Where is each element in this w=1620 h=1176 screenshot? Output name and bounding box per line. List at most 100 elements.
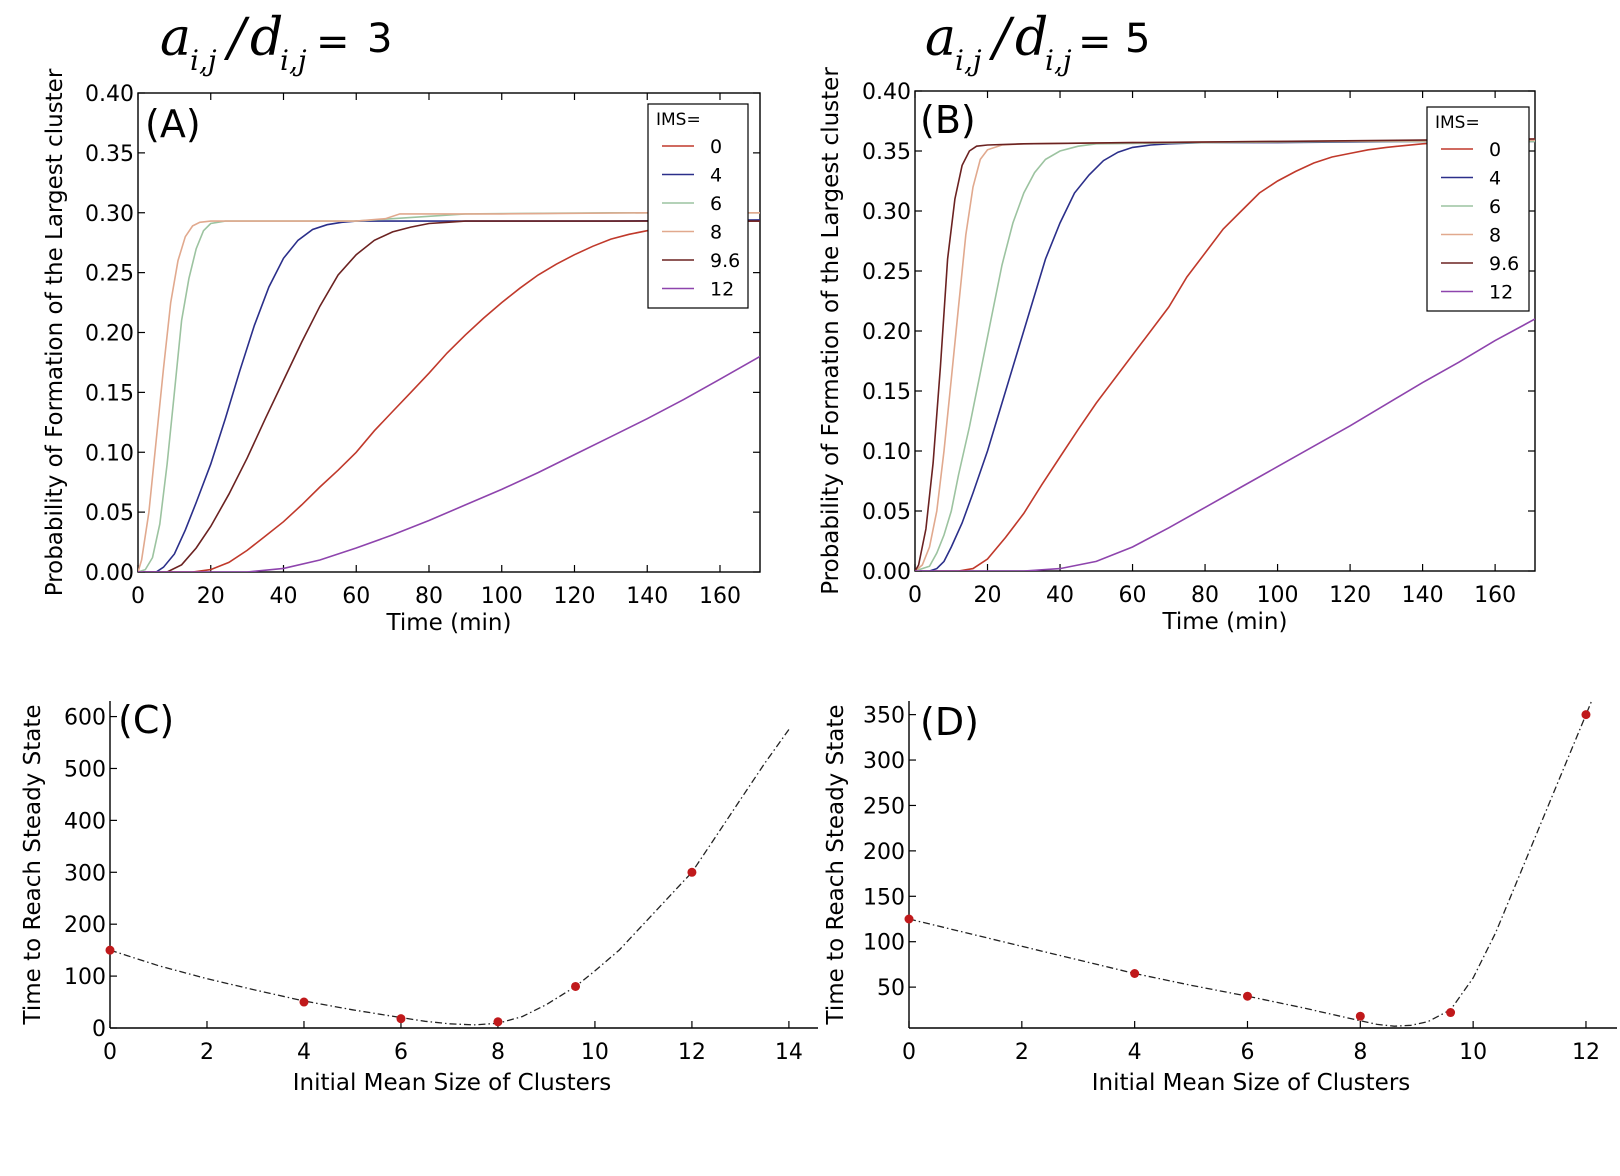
series-line-ims-6: [915, 140, 1535, 571]
y-tick-label: 250: [863, 794, 905, 819]
data-point: [1446, 1008, 1456, 1018]
x-tick-label: 10: [581, 1040, 609, 1065]
legend-label-ims-0: 0: [710, 136, 722, 158]
x-tick-label: 4: [297, 1040, 311, 1065]
x-tick-label: 0: [103, 1040, 117, 1065]
header-ratio-value: 3: [367, 16, 392, 62]
legend-label-ims-8: 8: [710, 222, 722, 244]
y-tick-label: 0.15: [85, 381, 134, 406]
header-d-subscript: i,j: [1045, 44, 1072, 77]
x-tick-label: 160: [1474, 583, 1516, 608]
x-tick-label: 120: [553, 584, 595, 609]
legend-label-ims-4: 4: [710, 165, 722, 187]
fit-curve: [109, 729, 790, 1026]
y-tick-label: 500: [64, 757, 106, 782]
legend-title: IMS=: [1435, 113, 1480, 133]
x-tick-label: 40: [1046, 583, 1074, 608]
y-tick-label: 0.25: [85, 262, 134, 287]
data-point: [904, 914, 914, 924]
x-tick-label: 14: [775, 1040, 803, 1065]
y-tick-label: 200: [64, 913, 106, 938]
x-tick-label: 6: [1240, 1040, 1254, 1065]
x-tick-label: 20: [197, 584, 225, 609]
x-tick-label: 120: [1329, 583, 1371, 608]
header-ratio-3: a i,j / d i,j = 3: [160, 8, 392, 77]
x-tick-label: 100: [481, 584, 523, 609]
x-tick-label: 4: [1128, 1040, 1142, 1065]
header-ratio-5: a i,j / d i,j = 5: [925, 8, 1150, 77]
y-tick-label: 400: [64, 809, 106, 834]
series-line-ims-8: [138, 212, 760, 572]
x-tick-label: 20: [974, 583, 1002, 608]
data-point: [571, 981, 581, 991]
x-tick-label: 80: [415, 584, 443, 609]
panel-label: (D): [920, 700, 979, 744]
y-tick-label: 0.20: [85, 322, 134, 347]
header-d-subscript: i,j: [280, 44, 307, 77]
x-tick-label: 0: [131, 584, 145, 609]
y-tick-label: 0.40: [85, 82, 134, 107]
header-a-symbol: a: [160, 8, 191, 68]
y-tick-label: 0.25: [862, 260, 911, 285]
header-a-subscript: i,j: [190, 44, 217, 77]
legend: IMS= 0 4 6 8 9.6 12: [1426, 106, 1530, 312]
y-tick-label: 0.05: [862, 500, 911, 525]
legend: IMS= 0 4 6 8 9.6 12: [647, 103, 749, 309]
y-tick-label: 0.40: [862, 80, 911, 105]
y-axis-label: Time to Reach Steady State: [823, 705, 849, 1026]
data-point: [299, 997, 309, 1007]
header-ratio-value: 5: [1125, 16, 1150, 62]
y-tick-label: 50: [877, 976, 905, 1001]
legend-label-ims-0: 0: [1489, 139, 1501, 161]
x-tick-label: 100: [1257, 583, 1299, 608]
x-axis-label: Time (min): [1162, 609, 1288, 635]
data-point: [1242, 991, 1252, 1001]
x-tick-label: 140: [626, 584, 668, 609]
x-tick-label: 0: [902, 1040, 916, 1065]
y-tick-label: 0.05: [85, 501, 134, 526]
x-tick-label: 6: [394, 1040, 408, 1065]
y-tick-label: 0.00: [862, 560, 911, 585]
y-axis-label: Probability of Formation of the Largest …: [42, 68, 68, 596]
panel-label: (B): [920, 98, 976, 142]
header-d-symbol: d: [250, 8, 283, 68]
data-point: [396, 1014, 406, 1024]
header-equals: =: [1078, 19, 1112, 65]
y-tick-label: 600: [64, 706, 106, 731]
header-equals: =: [316, 19, 350, 65]
data-point: [1581, 710, 1591, 720]
header-d-symbol: d: [1015, 8, 1048, 68]
x-tick-label: 12: [678, 1040, 706, 1065]
y-tick-label: 100: [64, 965, 106, 990]
y-tick-label: 0.10: [85, 441, 134, 466]
y-axis-label: Time to Reach Steady State: [20, 705, 46, 1026]
header-slash: /: [988, 8, 1015, 68]
y-tick-label: 0.35: [862, 140, 911, 165]
y-tick-label: 0.30: [85, 202, 134, 227]
x-tick-label: 60: [342, 584, 370, 609]
legend-label-ims-6: 6: [710, 193, 722, 215]
x-tick-label: 0: [908, 583, 922, 608]
data-point: [1130, 969, 1140, 978]
data-point: [105, 945, 115, 955]
series-group: [138, 212, 760, 572]
x-tick-label: 8: [1353, 1040, 1367, 1065]
panel-label: (A): [145, 102, 201, 146]
x-tick-label: 80: [1191, 583, 1219, 608]
x-tick-label: 10: [1459, 1040, 1487, 1065]
series-line-ims-9.6: [915, 138, 1535, 571]
y-tick-label: 300: [64, 861, 106, 886]
header-a-subscript: i,j: [955, 44, 982, 77]
legend-label-ims-9.6: 9.6: [1489, 253, 1519, 275]
header-a-symbol: a: [925, 8, 956, 68]
y-tick-label: 0.30: [862, 200, 911, 225]
y-tick-label: 0.00: [85, 561, 134, 586]
legend-label-ims-12: 12: [710, 279, 734, 301]
x-tick-label: 160: [699, 584, 741, 609]
series-line-ims-0: [915, 138, 1535, 571]
fit-curve: [908, 700, 1593, 1027]
y-tick-label: 0: [92, 1017, 106, 1042]
legend-label-ims-4: 4: [1489, 168, 1501, 190]
y-tick-label: 350: [863, 704, 905, 729]
series-line-ims-12: [138, 355, 760, 572]
